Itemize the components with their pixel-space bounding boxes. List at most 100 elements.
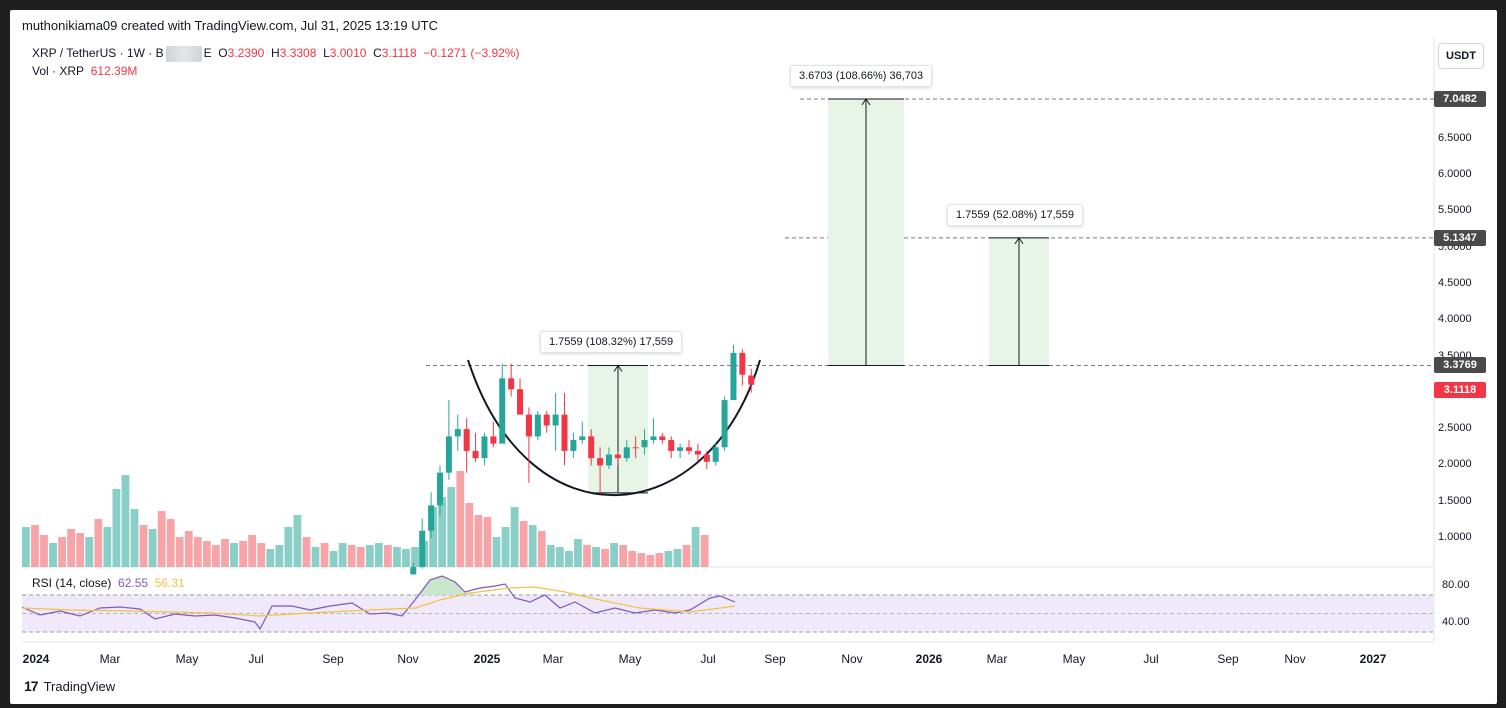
header-caption: muthonikiama09 created with TradingView.… xyxy=(22,18,438,33)
time-axis-label: 2025 xyxy=(473,652,501,666)
volume-bar xyxy=(483,517,492,567)
volume-bar xyxy=(700,535,709,567)
measure-label-top[interactable]: 3.6703 (108.66%) 36,703 xyxy=(790,65,933,87)
rsi-label[interactable]: RSI (14, close) xyxy=(32,576,112,590)
volume-bar xyxy=(266,549,275,567)
candle-body xyxy=(668,440,675,451)
volume-bar xyxy=(130,509,139,567)
volume-bar xyxy=(139,525,148,567)
measure-label-mid[interactable]: 1.7559 (52.08%) 17,559 xyxy=(947,204,1084,226)
close-label: C xyxy=(373,46,382,61)
rsi-value: 62.55 xyxy=(118,576,149,590)
volume-bar xyxy=(637,553,646,567)
candle-body xyxy=(508,378,515,390)
volume-bar xyxy=(411,547,419,567)
time-axis-label: Mar xyxy=(986,652,1008,666)
time-axis-label: 2024 xyxy=(22,652,50,666)
volume-label[interactable]: Vol · XRP xyxy=(32,64,85,78)
candle-body xyxy=(481,436,488,459)
footer-brand[interactable]: TradingView xyxy=(43,678,116,694)
candle-body xyxy=(552,414,559,426)
time-axis-label: May xyxy=(1062,652,1086,666)
volume-bar xyxy=(601,549,609,567)
candle-body xyxy=(410,567,417,575)
candle-body xyxy=(517,389,524,415)
volume-bar xyxy=(646,555,655,567)
candle-body xyxy=(650,436,657,441)
volume-bar xyxy=(619,545,628,567)
open-label: O xyxy=(218,46,228,61)
volume-bar xyxy=(384,545,392,567)
candle-body xyxy=(490,436,497,444)
time-axis-label: Sep xyxy=(1217,652,1239,666)
low-value: 3.0010 xyxy=(329,46,367,61)
candle-body xyxy=(597,458,604,466)
symbol-label[interactable]: XRP / TetherUS · 1W · B xyxy=(32,46,164,61)
volume-bar xyxy=(365,545,374,567)
candle-body xyxy=(499,378,506,444)
volume-bar xyxy=(456,471,465,567)
candle-body xyxy=(730,352,737,401)
time-axis-label: Nov xyxy=(841,652,863,666)
high-label: H xyxy=(271,46,280,61)
volume-bar xyxy=(94,519,103,567)
chart-frame: muthonikiama09 created with TradingView.… xyxy=(10,10,1497,704)
volume-bar xyxy=(537,531,546,567)
tradingview-logo-icon[interactable]: 17 xyxy=(24,678,39,694)
candle-body xyxy=(436,472,443,506)
volume-bar xyxy=(628,551,637,567)
candle-body xyxy=(659,436,666,441)
footer: 17 TradingView xyxy=(24,678,115,694)
time-axis-label: Jul xyxy=(1143,652,1159,666)
volume-bar xyxy=(555,547,564,567)
candle-body xyxy=(739,352,746,375)
candle-body xyxy=(454,429,461,437)
volume-bar xyxy=(293,515,302,567)
time-axis-label: Nov xyxy=(397,652,419,666)
candle-body xyxy=(534,414,541,437)
volume-bar xyxy=(212,545,220,567)
volume-bar xyxy=(103,527,112,567)
redacted-block xyxy=(165,46,202,62)
change-value: −0.1271 (−3.92%) xyxy=(423,46,520,61)
candle-body xyxy=(561,414,568,451)
rsi-ma-value: 56.31 xyxy=(154,576,185,590)
volume-bar xyxy=(193,537,202,567)
close-value: 3.1118 xyxy=(381,46,417,61)
time-axis-label: Jul xyxy=(700,652,716,666)
currency-button[interactable]: USDT xyxy=(1438,43,1484,69)
volume-bar xyxy=(682,545,691,567)
volume-bar xyxy=(148,529,157,567)
chart-canvas[interactable] xyxy=(10,10,1497,704)
measure-label-left[interactable]: 1.7559 (108.32%) 17,559 xyxy=(540,331,683,353)
candle-body xyxy=(445,436,452,473)
volume-bar xyxy=(31,525,39,567)
volume-bar xyxy=(574,539,582,567)
volume-value: 612.39M xyxy=(90,64,138,78)
volume-bar xyxy=(76,533,85,567)
time-axis-label: May xyxy=(618,652,642,666)
volume-bar xyxy=(655,553,664,567)
volume-bar xyxy=(85,537,94,567)
volume-bar xyxy=(565,551,573,567)
volume-bar xyxy=(338,543,347,567)
time-axis-label: Sep xyxy=(322,652,344,666)
time-axis-label: Jul xyxy=(248,652,264,666)
candle-body xyxy=(686,447,693,451)
volume-bar xyxy=(121,475,130,567)
volume-bar xyxy=(438,497,447,567)
candle-body xyxy=(748,375,755,385)
candle-body xyxy=(419,530,426,568)
volume-bar xyxy=(393,547,401,567)
time-axis-label: Sep xyxy=(764,652,786,666)
price-axis-label: 2.5000 xyxy=(1438,422,1472,435)
price-axis-label: 5.5000 xyxy=(1438,204,1472,217)
volume-bar xyxy=(275,545,284,567)
volume-bar xyxy=(248,535,257,567)
volume-bar xyxy=(284,527,293,567)
candle-body xyxy=(579,436,586,441)
candle-body xyxy=(543,414,550,426)
volume-bar xyxy=(49,543,57,567)
volume-bar xyxy=(22,527,30,567)
open-value: 3.2390 xyxy=(227,46,265,61)
